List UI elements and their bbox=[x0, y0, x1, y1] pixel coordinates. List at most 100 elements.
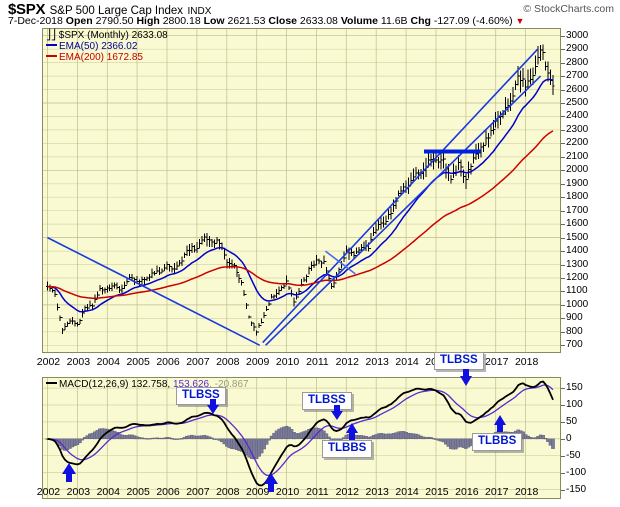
x-tick-2005: 2005 bbox=[126, 356, 150, 368]
legend-hist-value: -20.867 bbox=[214, 379, 249, 390]
quote-low-value: 2621.53 bbox=[227, 15, 266, 27]
macd-y-tickmark bbox=[561, 456, 565, 457]
legend-macd-prefix: MACD(12,26,9) bbox=[59, 379, 129, 390]
legend-signal-value: 153.626 bbox=[172, 379, 210, 390]
legend-price-text: $SPX (Monthly) 2633.08 bbox=[58, 30, 168, 41]
macd-y-tick-150: 150 bbox=[566, 382, 583, 394]
chart-header: $SPX S&P 500 Large Cap Index INDX © Stoc… bbox=[0, 0, 620, 28]
price-y-tick-1100: 1100 bbox=[566, 285, 588, 297]
price-y-tick-2500: 2500 bbox=[566, 97, 589, 109]
symbol-line: $SPX S&P 500 Large Cap Index INDX bbox=[8, 1, 211, 19]
price-y-tick-1200: 1200 bbox=[566, 271, 589, 283]
quote-volume-value: 11.6B bbox=[380, 15, 408, 27]
price-y-tick-1600: 1600 bbox=[566, 218, 589, 230]
x-tick-2006: 2006 bbox=[156, 356, 180, 368]
x-tick-macd-2006: 2006 bbox=[156, 486, 180, 498]
quote-volume-label: Volume bbox=[340, 15, 378, 27]
x-tick-macd-2008: 2008 bbox=[216, 486, 240, 498]
x-tick-macd-2004: 2004 bbox=[96, 486, 120, 498]
x-tick-macd-2002: 2002 bbox=[36, 486, 61, 498]
price-y-tick-2900: 2900 bbox=[566, 43, 589, 55]
macd-y-tick--150: -150 bbox=[566, 483, 587, 495]
quote-open-label: Open bbox=[65, 15, 93, 27]
x-tick-macd-2007: 2007 bbox=[186, 486, 210, 498]
x-tick-macd-2003: 2003 bbox=[66, 486, 91, 498]
x-tick-macd-2011: 2011 bbox=[306, 486, 329, 498]
macd-y-tickmark bbox=[561, 490, 565, 491]
price-y-tickmark bbox=[561, 238, 565, 239]
price-y-tick-3000: 3000 bbox=[566, 29, 589, 41]
price-y-tick-2300: 2300 bbox=[566, 123, 589, 135]
price-y-tick-2700: 2700 bbox=[566, 70, 589, 82]
arrow-down-tlbss-2015 bbox=[460, 369, 472, 386]
x-tick-macd-2015: 2015 bbox=[425, 486, 449, 498]
line-swatch-ema50-icon bbox=[46, 44, 57, 47]
price-y-tickmark bbox=[561, 345, 565, 346]
annotation-tlbbs-2012[interactable]: TLBBS bbox=[322, 440, 373, 458]
price-y-tickmark bbox=[561, 90, 565, 91]
x-tick-2013: 2013 bbox=[365, 356, 389, 368]
annotation-tlbss-2015[interactable]: TLBSS bbox=[434, 352, 484, 370]
annotation-tlbbs-2016[interactable]: TLBBS bbox=[472, 433, 523, 451]
x-tick-macd-2005: 2005 bbox=[126, 486, 150, 498]
price-y-tickmark bbox=[561, 116, 565, 117]
price-y-tickmark bbox=[561, 291, 565, 292]
quote-chg-label: Chg bbox=[410, 15, 431, 27]
price-y-tickmark bbox=[561, 251, 565, 252]
price-legend: ⎦⎦ $SPX (Monthly) 2633.08 EMA(50) 2366.0… bbox=[46, 30, 168, 63]
quote-date: 7-Dec-2018 bbox=[8, 15, 63, 27]
macd-y-tick-0: 0 bbox=[566, 432, 572, 444]
x-tick-2010: 2010 bbox=[275, 356, 300, 368]
legend-row-price: ⎦⎦ $SPX (Monthly) 2633.08 bbox=[46, 30, 168, 41]
quote-close-label: Close bbox=[268, 15, 297, 27]
macd-y-tickmark bbox=[561, 388, 565, 389]
quote-high-label: High bbox=[136, 15, 160, 27]
quote-close-value: 2633.08 bbox=[299, 15, 338, 27]
x-tick-macd-2016: 2016 bbox=[455, 486, 479, 498]
price-y-tick-2100: 2100 bbox=[566, 150, 589, 162]
price-y-tick-900: 900 bbox=[566, 312, 583, 324]
quote-open-value: 2790.50 bbox=[95, 15, 134, 27]
price-y-tickmark bbox=[561, 265, 565, 266]
x-tick-2008: 2008 bbox=[216, 356, 240, 368]
price-y-tickmark bbox=[561, 143, 565, 144]
legend-row-ema200: EMA(200) 1672.85 bbox=[46, 52, 168, 63]
x-tick-2018: 2018 bbox=[514, 356, 539, 368]
price-y-tick-700: 700 bbox=[566, 339, 583, 351]
arrow-up-tlbbs-2012 bbox=[346, 423, 358, 440]
price-y-tickmark bbox=[561, 103, 565, 104]
macd-y-tickmark bbox=[561, 473, 565, 474]
price-y-tick-1800: 1800 bbox=[566, 191, 589, 203]
price-chart-panel[interactable] bbox=[42, 28, 561, 353]
macd-chart-panel[interactable] bbox=[42, 377, 561, 499]
price-y-tick-2400: 2400 bbox=[566, 110, 589, 122]
x-tick-macd-2014: 2014 bbox=[395, 486, 419, 498]
x-tick-macd-2012: 2012 bbox=[335, 486, 359, 498]
arrow-up-buy-2009 bbox=[264, 473, 278, 492]
macd-legend: MACD(12,26,9) 132.758, 153.626, -20.867 bbox=[46, 379, 249, 390]
legend-macd-value: 132.758 bbox=[131, 379, 168, 390]
price-y-tickmark bbox=[561, 130, 565, 131]
x-tick-macd-2013: 2013 bbox=[365, 486, 389, 498]
price-y-tick-1500: 1500 bbox=[566, 231, 589, 243]
legend-ema50-text: EMA(50) 2366.02 bbox=[59, 41, 138, 52]
price-y-tickmark bbox=[561, 63, 565, 64]
price-y-tickmark bbox=[561, 184, 565, 185]
macd-y-tickmark bbox=[561, 439, 565, 440]
x-tick-2007: 2007 bbox=[186, 356, 210, 368]
x-tick-2009: 2009 bbox=[245, 356, 270, 368]
arrow-up-tlbbs-2016 bbox=[494, 415, 506, 432]
symbol-exchange: INDX bbox=[187, 6, 212, 17]
price-y-tick-1300: 1300 bbox=[566, 258, 589, 270]
price-y-tickmark bbox=[561, 49, 565, 50]
line-swatch-macd-icon bbox=[46, 382, 57, 385]
macd-y-tickmark bbox=[561, 422, 565, 423]
price-y-tick-2200: 2200 bbox=[566, 137, 589, 149]
price-y-tick-1400: 1400 bbox=[566, 245, 589, 257]
price-plot-area bbox=[43, 29, 560, 352]
x-tick-2011: 2011 bbox=[306, 356, 329, 368]
candle-icon: ⎦⎦ bbox=[46, 30, 56, 41]
arrow-down-tlbss-2007 bbox=[207, 399, 219, 414]
price-y-tickmark bbox=[561, 224, 565, 225]
